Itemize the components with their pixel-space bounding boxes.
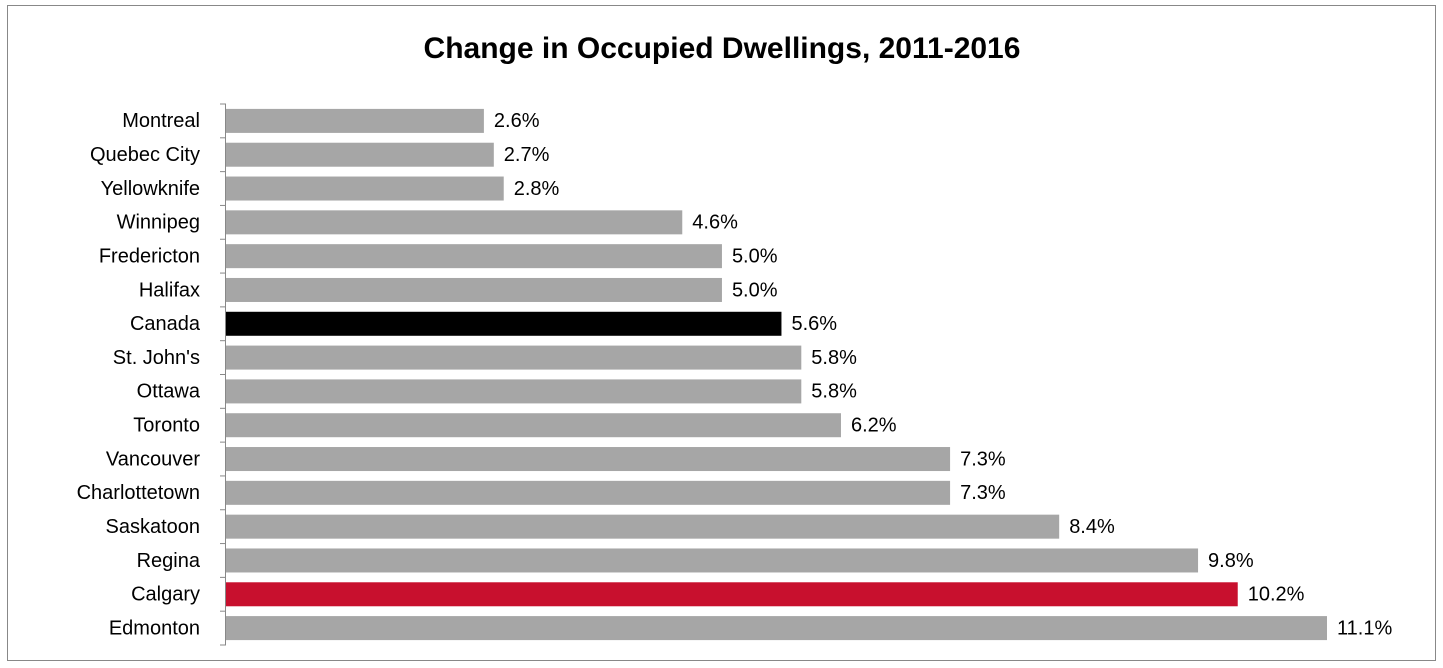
y-tick-label: Ottawa — [137, 381, 201, 403]
bar — [226, 108, 484, 133]
value-label: 6.2% — [851, 415, 897, 437]
value-label: 2.6% — [494, 110, 540, 132]
bar — [226, 345, 802, 370]
y-tick-label: Quebec City — [90, 144, 200, 166]
bar — [226, 311, 782, 336]
bar — [226, 447, 951, 472]
value-label: 11.1% — [1337, 617, 1392, 639]
value-label: 5.6% — [791, 313, 837, 335]
bar — [226, 176, 504, 201]
bar — [226, 142, 494, 167]
value-label: 4.6% — [692, 212, 738, 234]
value-label: 8.4% — [1069, 516, 1115, 538]
bar — [226, 379, 802, 404]
bar — [226, 413, 841, 438]
y-tick-label: Edmonton — [109, 617, 200, 639]
bar — [226, 616, 1327, 641]
y-tick-label: Calgary — [131, 584, 200, 606]
value-label: 5.8% — [811, 347, 857, 369]
bar — [226, 582, 1238, 607]
value-label: 7.3% — [960, 482, 1006, 504]
chart-title: Change in Occupied Dwellings, 2011-2016 — [424, 32, 1021, 65]
y-tick-label: Charlottetown — [77, 482, 200, 504]
value-label: 2.7% — [504, 144, 550, 166]
y-tick-label: Canada — [130, 313, 201, 335]
value-label: 10.2% — [1248, 584, 1305, 606]
y-tick-label: Montreal — [122, 110, 200, 132]
y-tick-label: Winnipeg — [117, 212, 200, 234]
value-label: 5.0% — [732, 245, 778, 267]
y-tick-label: Fredericton — [99, 245, 200, 267]
bar — [226, 548, 1199, 573]
y-tick-label: Yellowknife — [101, 178, 200, 200]
value-label: 9.8% — [1208, 550, 1254, 572]
bar — [226, 210, 683, 235]
bar — [226, 514, 1060, 539]
y-tick-label: Toronto — [133, 415, 200, 437]
bar — [226, 244, 722, 269]
y-tick-label: Vancouver — [106, 448, 200, 470]
y-tick-label: Halifax — [139, 279, 200, 301]
y-tick-label: Saskatoon — [105, 516, 200, 538]
bar — [226, 277, 722, 302]
value-label: 2.8% — [514, 178, 560, 200]
y-tick-label: St. John's — [113, 347, 200, 369]
bar — [226, 480, 951, 505]
y-tick-label: Regina — [137, 550, 201, 572]
value-label: 7.3% — [960, 448, 1006, 470]
value-label: 5.0% — [732, 279, 778, 301]
value-label: 5.8% — [811, 381, 857, 403]
